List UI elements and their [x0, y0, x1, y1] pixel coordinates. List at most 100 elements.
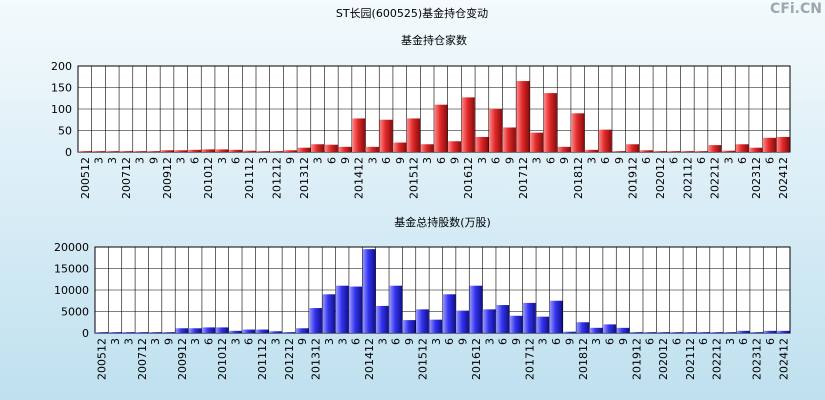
bar — [763, 330, 777, 333]
x-tick-label: 9 — [613, 157, 626, 164]
y-tick-label: 15000 — [54, 263, 89, 276]
x-tick-label: 3 — [366, 157, 379, 164]
x-tick-label: 3 — [430, 338, 443, 345]
x-tick-label: 202412 — [777, 338, 790, 380]
bar — [148, 332, 162, 333]
x-tick-label: 6 — [763, 157, 776, 164]
x-tick-label: 202212 — [710, 338, 723, 380]
bar — [536, 316, 550, 333]
x-tick-label: 201812 — [577, 338, 590, 380]
bar — [625, 144, 640, 152]
x-tick-label: 200712 — [136, 338, 149, 380]
bar — [297, 147, 311, 152]
bar — [78, 151, 92, 152]
bar — [442, 294, 456, 333]
bar — [643, 332, 657, 333]
bar — [322, 294, 336, 333]
x-tick-label: 3 — [590, 338, 603, 345]
x-tick-label: 9 — [296, 338, 309, 345]
bar — [669, 332, 683, 333]
bar — [749, 147, 763, 152]
bar — [416, 309, 429, 333]
bar — [108, 332, 122, 333]
bar — [338, 146, 352, 152]
x-tick-label: 200912 — [176, 338, 189, 380]
x-tick-label: 202112 — [681, 157, 694, 199]
bar — [721, 150, 735, 152]
x-tick-label: 201212 — [271, 157, 284, 199]
bar — [311, 144, 325, 152]
x-tick-label: 200712 — [120, 157, 133, 199]
bar — [461, 97, 475, 152]
bar — [776, 330, 790, 333]
x-tick-label: 9 — [449, 157, 462, 164]
bar — [283, 150, 297, 152]
x-tick-label: 201912 — [630, 338, 643, 380]
bar — [456, 310, 469, 333]
bar — [653, 151, 667, 152]
bar — [162, 332, 175, 333]
x-tick-label: 6 — [390, 338, 403, 345]
bar — [576, 322, 590, 333]
x-tick-label: 6 — [737, 338, 750, 345]
bar — [160, 150, 174, 152]
x-tick-label: 9 — [558, 157, 571, 164]
bar — [434, 104, 448, 152]
bar — [119, 151, 133, 152]
bar — [269, 331, 282, 333]
x-tick-label: 3 — [336, 338, 349, 345]
bar — [656, 332, 670, 333]
bar — [228, 330, 242, 333]
x-tick-label: 3 — [483, 338, 496, 345]
x-tick-label: 3 — [257, 157, 270, 164]
x-tick-label: 6 — [550, 338, 563, 345]
x-tick-label: 9 — [339, 157, 352, 164]
x-tick-label: 3 — [122, 338, 135, 345]
chart-title: 基金总持股数(万股) — [394, 215, 491, 229]
x-tick-label: 6 — [599, 157, 612, 164]
x-tick-label: 201412 — [353, 157, 366, 199]
bar — [589, 327, 603, 333]
x-tick-label: 201812 — [572, 157, 585, 199]
x-tick-label: 6 — [764, 338, 777, 345]
x-tick-label: 201512 — [416, 338, 429, 380]
x-tick-label: 9 — [457, 338, 470, 345]
x-tick-label: 6 — [490, 157, 503, 164]
y-tick-label: 200 — [51, 60, 72, 73]
bar — [389, 285, 403, 333]
x-tick-label: 201012 — [202, 157, 215, 199]
x-tick-label: 3 — [229, 338, 242, 345]
bar — [91, 151, 106, 152]
bar — [105, 151, 119, 152]
bar — [242, 150, 256, 152]
bar — [629, 332, 643, 333]
x-tick-label: 6 — [188, 157, 201, 164]
bar — [603, 324, 616, 333]
x-tick-label: 3 — [175, 157, 188, 164]
x-tick-label: 6 — [203, 338, 216, 345]
bar — [335, 285, 349, 333]
x-tick-label: 9 — [510, 338, 523, 345]
x-tick-label: 201212 — [283, 338, 296, 380]
x-tick-label: 3 — [531, 157, 544, 164]
bar — [324, 144, 338, 152]
x-tick-label: 3 — [216, 157, 229, 164]
x-tick-label: 3 — [724, 338, 737, 345]
x-tick-label: 3 — [537, 338, 550, 345]
bar — [215, 327, 229, 333]
bar — [202, 327, 216, 333]
x-tick-label: 202012 — [657, 338, 670, 380]
bar — [379, 119, 393, 152]
x-tick-label: 6 — [640, 157, 653, 164]
x-tick-label: 201312 — [310, 338, 323, 380]
x-tick-label: 202112 — [684, 338, 697, 380]
x-tick-label: 201412 — [363, 338, 376, 380]
bar — [365, 146, 379, 152]
bar — [708, 145, 722, 152]
bar — [256, 151, 270, 152]
watermark: CFi.CN — [770, 1, 822, 17]
bar — [469, 285, 483, 333]
x-tick-label: 6 — [544, 157, 557, 164]
bar — [375, 305, 389, 333]
